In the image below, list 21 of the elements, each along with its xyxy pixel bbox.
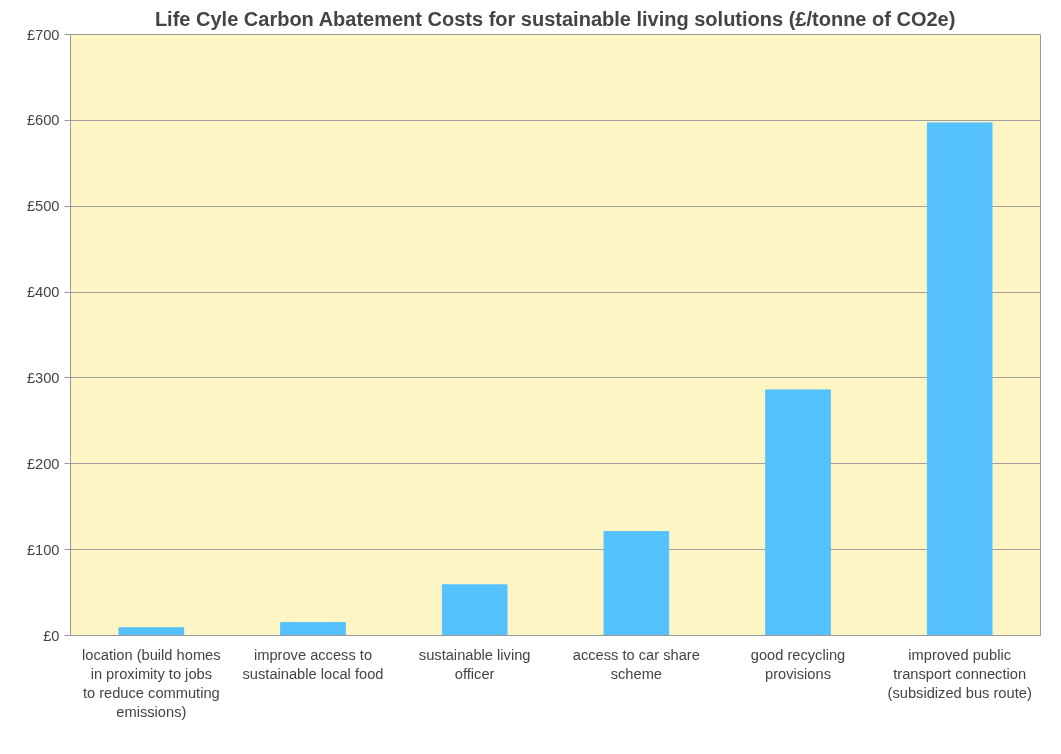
y-tick-label: £100 <box>26 541 60 558</box>
x-tick-label: sustainable living officer <box>418 646 531 682</box>
x-tick-label: improved public transport connection (subsidized bus route) <box>887 646 1032 701</box>
bar <box>280 622 346 636</box>
x-tick-label: good recycling provisions <box>750 646 846 682</box>
y-tick-label: £700 <box>26 26 60 43</box>
y-tick-label: £400 <box>26 284 60 301</box>
bar <box>441 584 508 636</box>
y-tick-label: £0 <box>43 627 60 644</box>
x-tick-label: access to car share scheme <box>572 646 700 682</box>
y-tick-label: £300 <box>26 369 60 386</box>
bar <box>765 389 831 636</box>
y-tick-label: £600 <box>26 112 60 129</box>
y-tick-label: £500 <box>26 198 60 215</box>
chart-title: Life Cyle Carbon Abatement Costs for sustainable living solutions (£/tonne of CO2e) <box>154 7 956 30</box>
bar <box>118 627 185 636</box>
x-tick-label: improve access to sustainable local food <box>242 646 384 682</box>
x-tick-label: location (build homes in proximity to jobs to reduce commuting emissions) <box>82 646 221 721</box>
y-tick-label: £200 <box>26 455 60 472</box>
bar <box>926 122 993 636</box>
bar <box>603 531 670 636</box>
